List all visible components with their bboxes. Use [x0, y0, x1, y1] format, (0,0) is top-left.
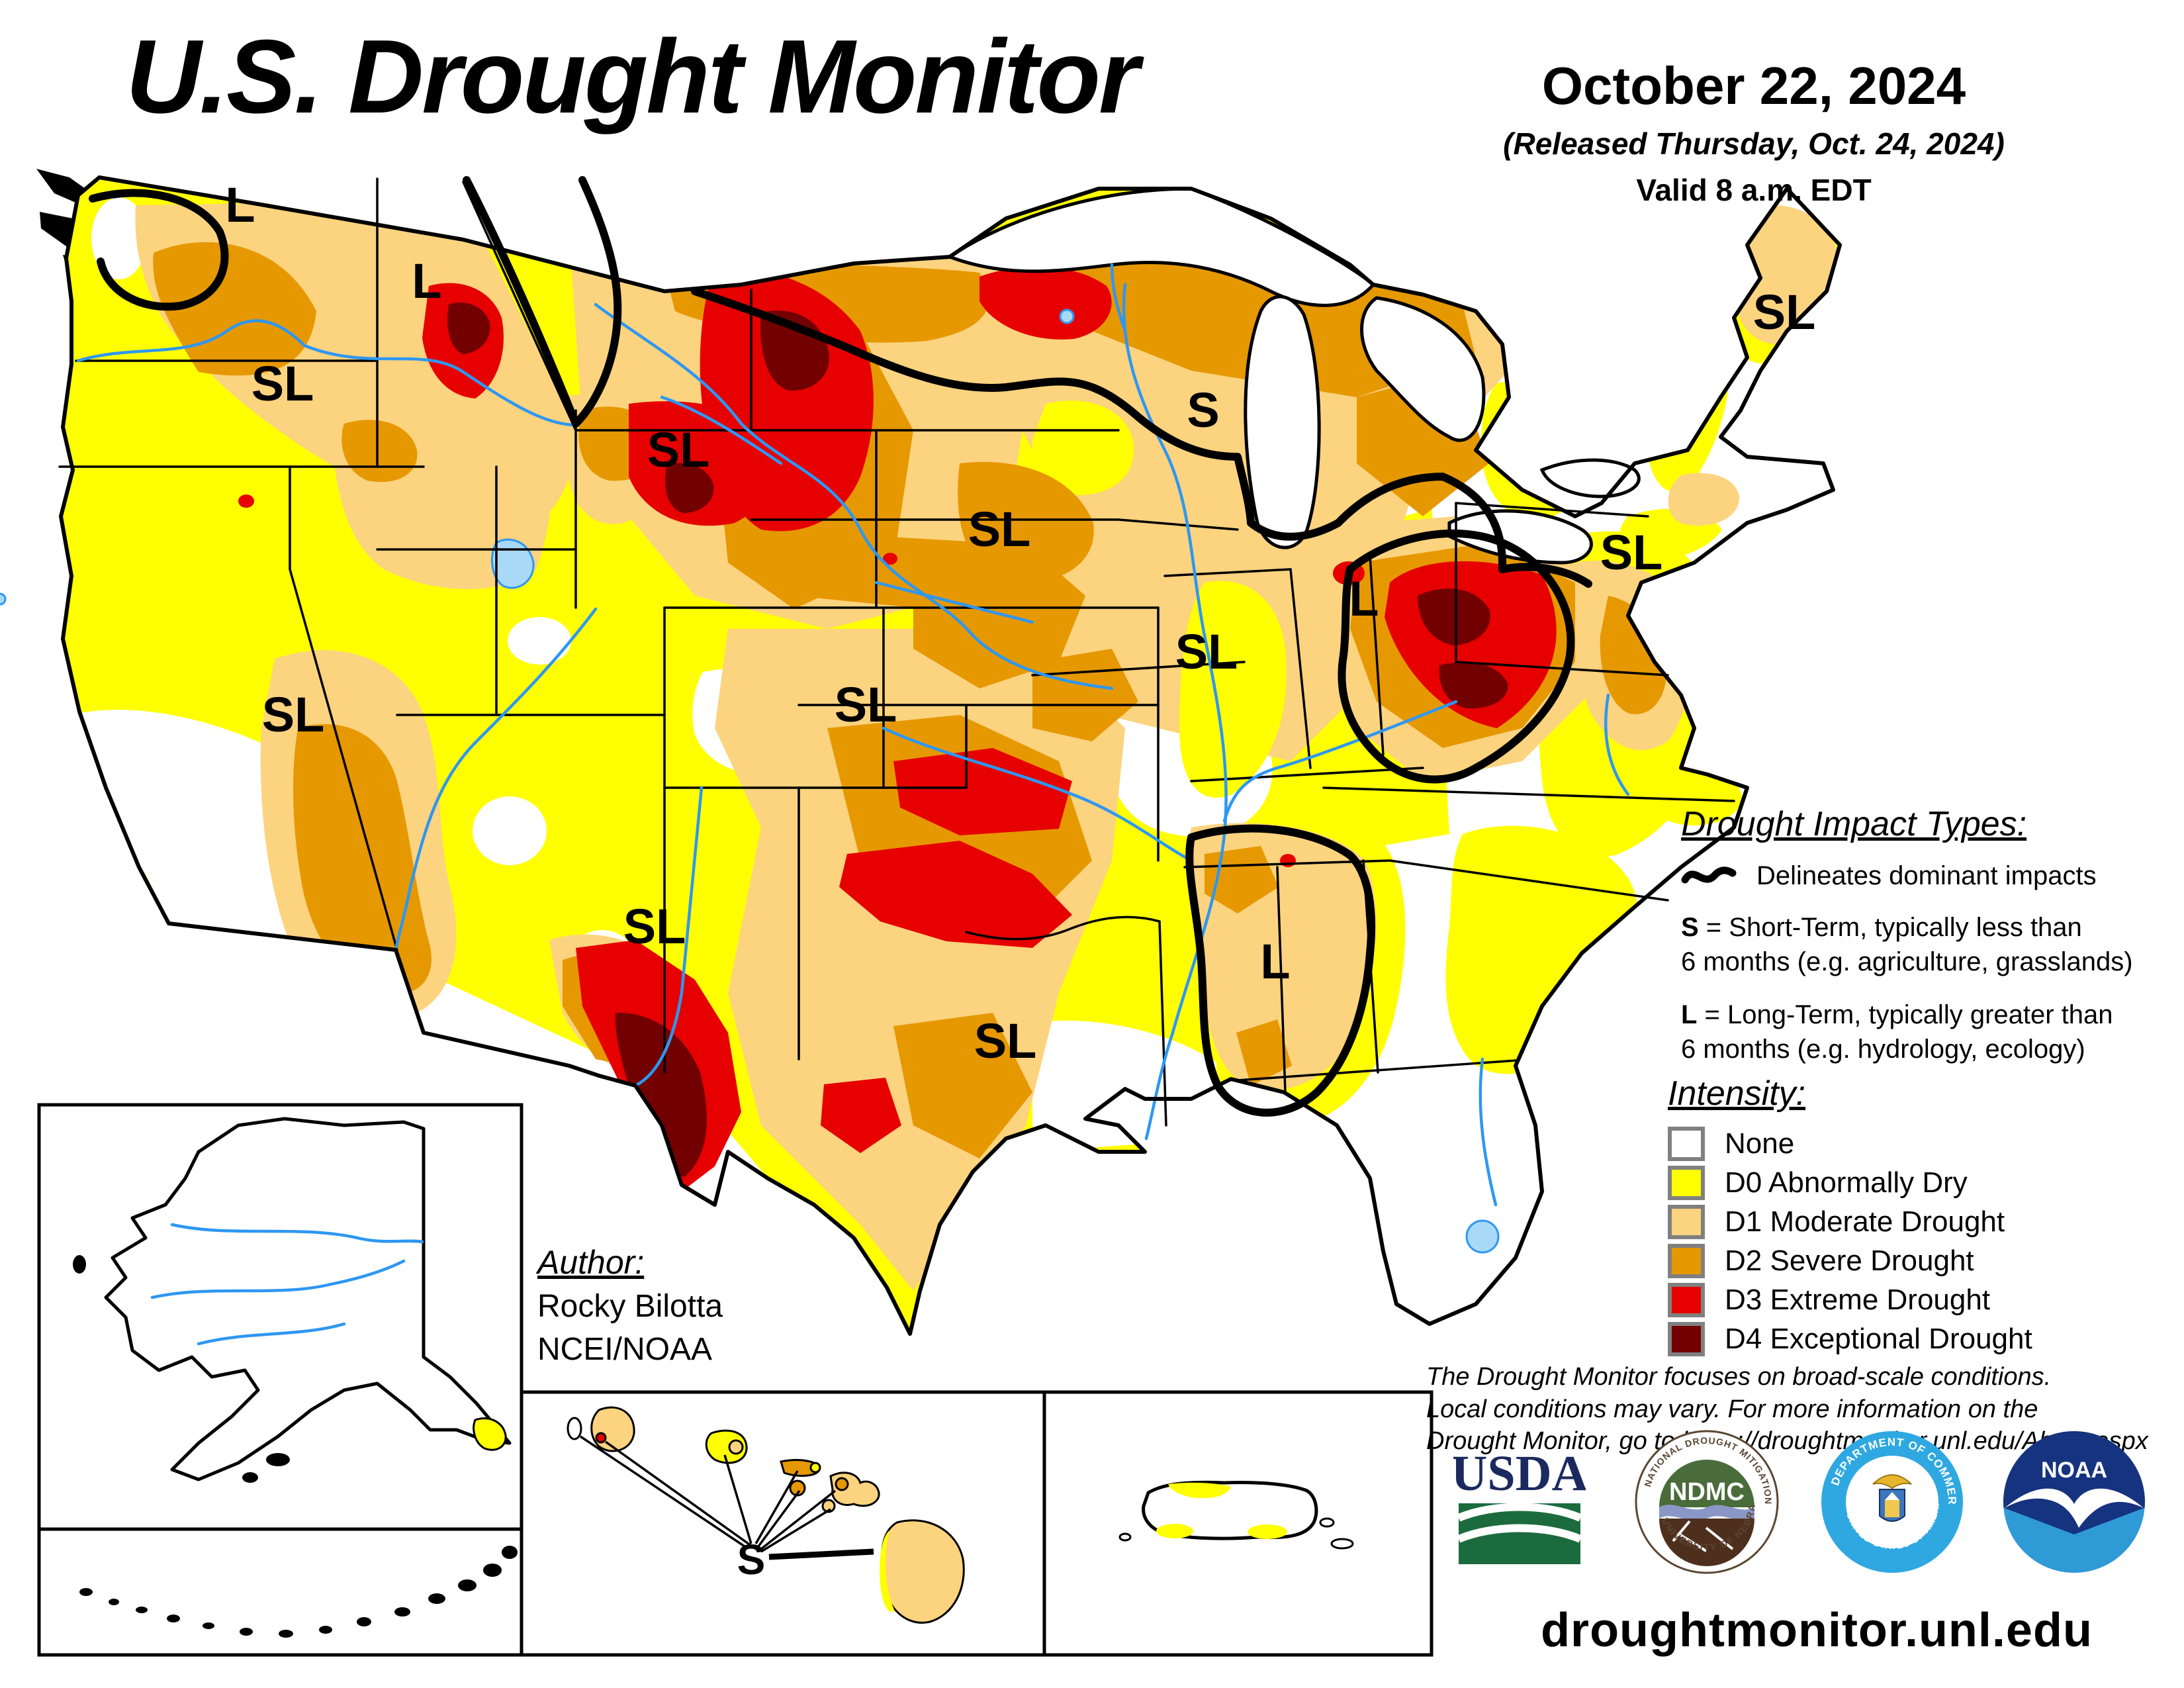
intensity-item-d0: D0 Abnormally Dry	[1668, 1166, 2032, 1200]
impact-entry-l: L = Long-Term, typically greater than 6 m…	[1681, 1000, 2113, 1064]
impact-label-ms: L	[1260, 934, 1290, 989]
impact-label-hi: S	[737, 1536, 766, 1583]
impact-boundary-caption: Delineates dominant impacts	[1756, 861, 2097, 890]
intensity-item-d2: D2 Severe Drought	[1668, 1244, 2032, 1278]
intensity-item-d1: D1 Moderate Drought	[1668, 1205, 2032, 1239]
disclaimer-line: The Drought Monitor focuses on broad-sca…	[1426, 1363, 2052, 1391]
author-heading: Author:	[537, 1244, 645, 1281]
intensity-list: None D0 Abnormally Dry D1 Moderate Drought…	[1668, 1127, 2032, 1356]
disclaimer-text: The Drought Monitor focuses on broad-sca…	[1426, 1361, 2148, 1458]
impact-label-tx: SL	[974, 1013, 1037, 1068]
impact-boundary-icon	[1681, 867, 1737, 884]
author-org: NCEI/NOAA	[537, 1332, 713, 1367]
intensity-label-d1: D1 Moderate Drought	[1725, 1205, 2005, 1238]
impact-label-mt-west: L	[412, 254, 441, 308]
release-date: (Released Thursday, Oct. 24, 2024)	[1503, 126, 2005, 161]
impact-label-nv: SL	[262, 687, 325, 742]
intensity-label-d4: D4 Exceptional Drought	[1725, 1323, 2032, 1355]
impact-label-or: SL	[251, 356, 314, 411]
intensity-label-d2: D2 Severe Drought	[1725, 1244, 1974, 1277]
hawaii-inset	[520, 1390, 1046, 1657]
noaa-gull	[2005, 1488, 2144, 1528]
website-url: droughtmonitor.unl.edu	[1541, 1604, 2093, 1657]
usda-logo: USDA	[1453, 1446, 1586, 1564]
intensity-item-d3: D3 Extreme Drought	[1668, 1283, 2032, 1317]
intensity-swatch-d1	[1668, 1205, 1705, 1239]
impact-label-oh: L	[1349, 571, 1379, 626]
impact-label-wy: SL	[647, 422, 710, 477]
impact-label-wi: S	[1187, 383, 1219, 438]
intensity-label-none: None	[1725, 1127, 1795, 1160]
usda-logo-text: USDA	[1453, 1446, 1586, 1501]
ndmc-logo: NDMC NATIONAL DROUGHT MITIGATION CENTER …	[1633, 1429, 1779, 1574]
state-borders	[58, 177, 1735, 1127]
doc-eagle	[1872, 1474, 1912, 1489]
valid-time: Valid 8 a.m. EDT	[1636, 173, 1872, 207]
aleutians-inset	[37, 1527, 523, 1657]
impact-entry-s: S = Short-Term, typically less than 6 mon…	[1681, 913, 2133, 976]
doc-seal: DEPARTMENT OF COMMERCE UNITED STATES OF …	[1819, 1429, 1963, 1573]
page-title: U.S. Drought Monitor	[126, 19, 1139, 135]
impact-types-heading: Drought Impact Types:	[1681, 805, 2027, 843]
intensity-label-d3: D3 Extreme Drought	[1725, 1284, 1991, 1316]
ndmc-logo-text: NDMC	[1669, 1478, 1745, 1506]
intensity-swatch-none	[1668, 1127, 1705, 1161]
small-lakes	[0, 308, 1500, 1254]
intensity-swatch-d3	[1668, 1283, 1705, 1317]
disclaimer-line: Local conditions may vary. For more info…	[1426, 1395, 2038, 1423]
map-date: October 22, 2024	[1541, 56, 1966, 115]
puerto-rico-inset	[1042, 1390, 1433, 1657]
noaa-logo: NOAA	[2003, 1431, 2145, 1573]
alaska-inset	[37, 1103, 523, 1531]
date-block: October 22, 2024 (Released Thursday, Oct…	[1423, 56, 2085, 208]
impact-label-nm-tx: SL	[623, 899, 686, 954]
impact-types-legend: Drought Impact Types: Delineates dominan…	[1681, 804, 2171, 1085]
impact-label-ks: SL	[835, 677, 897, 732]
impact-label-nj: SL	[1600, 525, 1663, 580]
impact-label-wa: L	[225, 177, 255, 232]
great-lakes	[946, 187, 1641, 565]
intensity-heading: Intensity:	[1668, 1074, 1806, 1113]
intensity-item-none: None	[1668, 1127, 2032, 1161]
impact-entries: S = Short-Term, typically less than 6 mon…	[1681, 910, 2171, 1066]
intensity-swatch-d4	[1668, 1322, 1705, 1356]
intensity-label-d0: D0 Abnormally Dry	[1725, 1166, 1968, 1199]
impact-boundaries	[89, 176, 1592, 1117]
conus-outline	[59, 175, 1842, 1336]
noaa-logo-text: NOAA	[2041, 1458, 2107, 1483]
impact-label-ia: SL	[968, 502, 1031, 557]
impact-labels-layer: L L SL SL S SL SL L SL SL SL SL L SL SL S	[225, 177, 1815, 1583]
author-block: Author: Rocky Bilotta NCEI/NOAA	[537, 1243, 723, 1368]
intensity-swatch-d2	[1668, 1244, 1705, 1278]
intensity-item-d4: D4 Exceptional Drought	[1668, 1322, 2032, 1356]
impact-label-il: SL	[1175, 624, 1238, 679]
intensity-swatch-d0	[1668, 1166, 1705, 1200]
rivers	[76, 263, 1630, 1207]
impact-label-me: SL	[1753, 285, 1816, 340]
intensity-legend: Intensity: None D0 Abnormally Dry D1 Moder…	[1668, 1074, 2032, 1361]
author-name: Rocky Bilotta	[537, 1289, 723, 1324]
